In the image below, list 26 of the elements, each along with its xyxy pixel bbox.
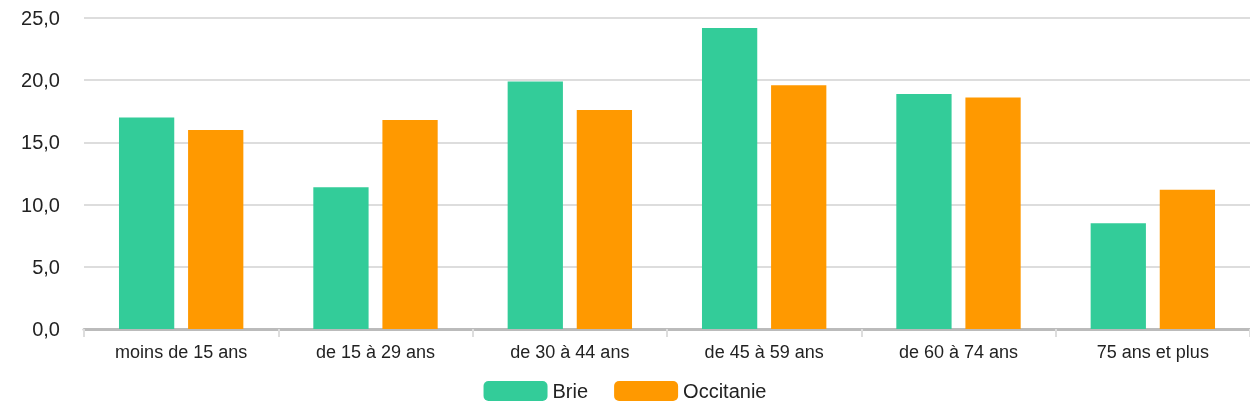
legend-label: Brie (552, 380, 589, 402)
bar (1159, 189, 1216, 329)
x-tick-label: de 15 à 29 ans (315, 342, 436, 362)
bar (118, 117, 175, 329)
x-tick-label: de 30 à 44 ans (510, 342, 630, 362)
x-tick-label: de 60 à 74 ans (898, 342, 1019, 362)
x-tick-label: 75 ans et plus (1096, 342, 1209, 362)
bar (965, 97, 1021, 329)
bar (382, 120, 438, 329)
y-tick-label: 0,0 (32, 318, 60, 340)
bar (896, 93, 952, 329)
bar (771, 85, 827, 329)
bar (313, 187, 369, 329)
y-tick-label: 25,0 (21, 7, 60, 29)
x-tick-label: moins de 15 ans (115, 342, 248, 362)
bar (507, 81, 563, 329)
y-tick-label: 20,0 (21, 69, 60, 92)
y-tick-label: 15,0 (21, 131, 60, 154)
bar (1090, 223, 1146, 329)
y-tick-label: 5,0 (32, 255, 60, 278)
y-tick-label: 10,0 (21, 193, 60, 216)
bar (701, 27, 758, 329)
bar (576, 110, 633, 329)
bar (188, 129, 244, 329)
x-tick-label: de 45 à 59 ans (704, 342, 824, 362)
legend-label: Occitanie (683, 380, 767, 402)
